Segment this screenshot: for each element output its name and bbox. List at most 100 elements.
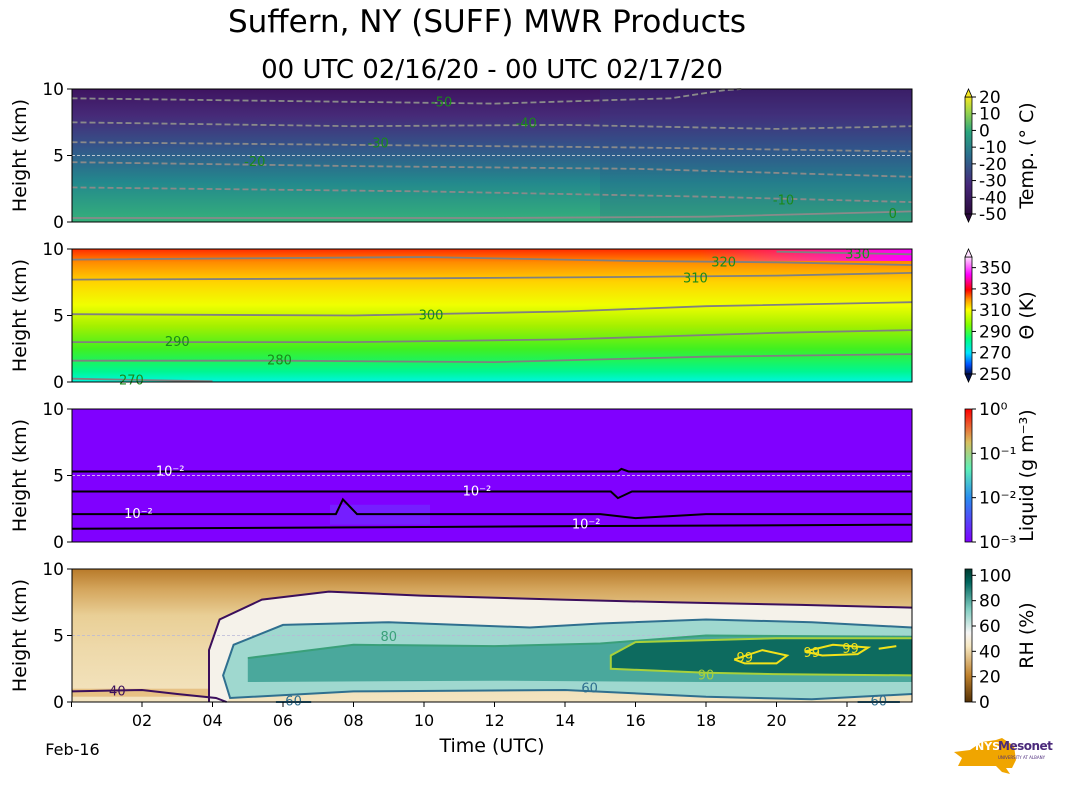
colorbar-tick-label: 20 bbox=[979, 88, 1001, 108]
colorbar-tick-label: -40 bbox=[979, 188, 1007, 208]
colorbar-label: RH (%) bbox=[1016, 602, 1038, 668]
colorbar-tick-label: 0 bbox=[979, 693, 990, 713]
figure-title: Suffern, NY (SUFF) MWR Products bbox=[227, 4, 746, 40]
x-tick-label: 04 bbox=[202, 711, 222, 730]
contour-label: 10⁻² bbox=[156, 465, 185, 480]
x-tick-label: Feb-16 bbox=[45, 740, 99, 759]
colorbar-tick-label: -10 bbox=[979, 138, 1007, 158]
x-tick-label: 18 bbox=[696, 711, 716, 730]
contour-line-99 bbox=[804, 643, 872, 657]
colorbar-label: Θ (K) bbox=[1016, 291, 1038, 339]
x-tick-label: 12 bbox=[484, 711, 504, 730]
contour-line-10⁻² bbox=[71, 490, 912, 500]
y-tick-label: 10 bbox=[42, 240, 64, 260]
colorbar-tick-label: 10 bbox=[979, 105, 1001, 125]
logo-nys-text: NYS bbox=[975, 740, 1001, 753]
colorbar-gradient bbox=[964, 568, 973, 703]
colorbar-tick-label: 10⁻² bbox=[979, 489, 1016, 509]
x-tick-label: 06 bbox=[273, 711, 293, 730]
colorbar-tick-label: 270 bbox=[979, 344, 1011, 364]
colorbar-label: Liquid (g m⁻³) bbox=[1016, 409, 1038, 541]
colorbar-label: Temp. (° C) bbox=[1016, 102, 1038, 209]
field-shading bbox=[600, 89, 912, 222]
contour-label: 99 bbox=[842, 642, 859, 657]
contour-label: 270 bbox=[119, 374, 144, 389]
colorbar-tick-label: 80 bbox=[979, 592, 1001, 612]
contour-label: 90 bbox=[698, 668, 715, 683]
y-axis-label: Height (km) bbox=[9, 99, 31, 212]
colorbar-tick-label: 60 bbox=[979, 617, 1001, 637]
contour-line-290 bbox=[71, 329, 912, 344]
contour-label: -30 bbox=[368, 137, 389, 152]
colorbar-tick-label: 10⁻³ bbox=[979, 533, 1016, 553]
colorbar-tick-label: 20 bbox=[979, 668, 1001, 688]
contour-line-90 bbox=[609, 637, 912, 677]
y-tick-label: 0 bbox=[53, 213, 64, 233]
colorbar-tick-label: -30 bbox=[979, 172, 1007, 192]
y-tick-label: 5 bbox=[53, 627, 64, 647]
x-axis-label: Time (UTC) bbox=[438, 735, 544, 757]
x-tick-label: 02 bbox=[132, 711, 152, 730]
y-tick-label: 0 bbox=[53, 533, 64, 553]
contour-line-300 bbox=[71, 301, 912, 317]
contour-line--50 bbox=[71, 88, 742, 105]
contour-line-40 bbox=[71, 688, 227, 703]
colorbar-gradient bbox=[964, 96, 973, 215]
contour-label: -40 bbox=[516, 117, 537, 132]
figure-subtitle: 00 UTC 02/16/20 - 00 UTC 02/17/20 bbox=[261, 55, 723, 85]
rh-region-90 bbox=[610, 638, 912, 676]
logo-university-text: UNIVERSITY AT ALBANY bbox=[998, 755, 1046, 760]
colorbar-relative-humidity: 100 80 60 40 20 0 RH (%) bbox=[964, 566, 1038, 713]
contour-line--10 bbox=[71, 186, 912, 203]
colorbar-tick-label: 250 bbox=[979, 365, 1011, 385]
colorbar-extend-max bbox=[964, 88, 973, 98]
colorbar-tick-label: 290 bbox=[979, 322, 1011, 342]
contour-line-80 bbox=[247, 634, 912, 660]
contour-label: 10⁻² bbox=[124, 507, 153, 522]
colorbar-extend-min bbox=[964, 213, 973, 223]
contour-label: 290 bbox=[165, 335, 190, 350]
colorbar-extend-max bbox=[964, 248, 973, 258]
contour-line-99 bbox=[733, 649, 790, 665]
x-tick-label: 14 bbox=[555, 711, 575, 730]
contour-label: 80 bbox=[380, 630, 397, 645]
colorbar-tick-label: 10⁻¹ bbox=[979, 444, 1016, 464]
y-tick-label: 0 bbox=[53, 373, 64, 393]
y-axis-label: Height (km) bbox=[9, 579, 31, 692]
contour-line-310 bbox=[71, 272, 912, 281]
colorbar-gradient bbox=[964, 256, 973, 375]
contour-line-330 bbox=[776, 250, 912, 256]
contour-line-10⁻² bbox=[71, 497, 912, 520]
ny-state-shape bbox=[954, 738, 1016, 774]
contour-line-280 bbox=[71, 353, 912, 364]
contour-line-320 bbox=[71, 256, 912, 266]
field-shading bbox=[72, 688, 209, 697]
contour-label: 40 bbox=[109, 684, 126, 699]
x-tick-label: 08 bbox=[343, 711, 363, 730]
colorbar-extend-min bbox=[964, 373, 973, 383]
contour-line-0 bbox=[71, 210, 912, 219]
contour-line-60 bbox=[222, 618, 912, 701]
contour-label: 60 bbox=[581, 682, 598, 697]
contour-label: 0 bbox=[889, 207, 897, 222]
contour-line--30 bbox=[71, 141, 912, 153]
contour-line-40 bbox=[208, 590, 912, 702]
y-tick-label: 10 bbox=[42, 80, 64, 100]
field-shading bbox=[700, 249, 912, 261]
panel-liquid: 10⁻² 10⁻² 10⁻² 10⁻² 0 5 10 Height (km) bbox=[9, 400, 913, 553]
y-tick-label: 10 bbox=[42, 560, 64, 580]
contour-label: -20 bbox=[244, 155, 265, 170]
logo-mesonet-text: Mesonet bbox=[998, 739, 1053, 753]
contour-label: 99 bbox=[737, 651, 754, 666]
contour-line-10⁻² bbox=[71, 467, 912, 473]
y-tick-label: 5 bbox=[53, 307, 64, 327]
colorbar-tick-label: 350 bbox=[979, 259, 1011, 279]
x-tick-label: 16 bbox=[625, 711, 645, 730]
contour-label: 320 bbox=[711, 255, 736, 270]
contour-label: -10 bbox=[773, 194, 794, 209]
contour-line--40 bbox=[71, 121, 912, 130]
